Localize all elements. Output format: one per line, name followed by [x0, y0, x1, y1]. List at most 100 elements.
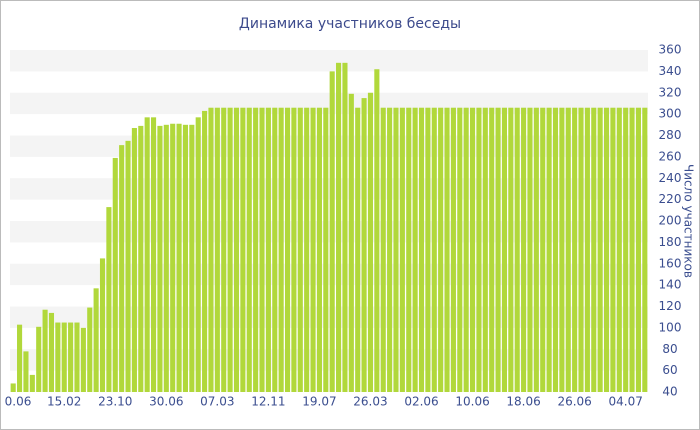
x-tick-label: 15.02 [47, 395, 81, 409]
bar [610, 107, 616, 393]
bar [635, 107, 641, 393]
bar [87, 307, 93, 392]
y-tick-label: 220 [659, 192, 682, 206]
bar [552, 107, 559, 393]
bar [125, 140, 131, 392]
bar [163, 124, 169, 392]
bar [578, 107, 584, 393]
bar [501, 107, 508, 393]
x-tick-label: 12.11 [251, 395, 285, 409]
bar [106, 207, 112, 392]
x-tick-label: 30.06 [149, 395, 183, 409]
bar [540, 107, 546, 393]
bar [629, 107, 635, 393]
bar [380, 107, 386, 393]
bar [36, 326, 42, 392]
bar [412, 107, 418, 393]
bar [603, 107, 610, 393]
bar [387, 107, 393, 393]
bar [323, 107, 329, 393]
grid-band [10, 135, 648, 157]
bar [642, 107, 648, 393]
bar [74, 322, 80, 392]
bar [463, 107, 469, 393]
bar [144, 117, 150, 393]
bar [246, 107, 252, 393]
bar [93, 288, 99, 392]
bar [399, 107, 405, 393]
bar [431, 107, 437, 393]
x-tick-label: 0.06 [5, 395, 32, 409]
bar [176, 123, 182, 393]
bar [425, 107, 431, 393]
x-tick-label: 04.07 [608, 395, 642, 409]
y-tick-label: 260 [659, 149, 682, 163]
y-tick-label: 60 [662, 363, 677, 377]
bar [336, 62, 342, 392]
y-tick-label: 120 [659, 299, 682, 313]
y-tick-label: 300 [659, 107, 682, 121]
bar [482, 107, 488, 393]
bar [572, 107, 578, 393]
y-tick-label: 40 [662, 385, 677, 399]
bar [304, 107, 310, 393]
x-tick-label: 18.06 [506, 395, 540, 409]
bar [278, 107, 284, 393]
bar [42, 309, 48, 392]
bar [418, 107, 425, 393]
x-tick-label: 02.06 [404, 395, 438, 409]
y-axis-label: Число участников [682, 164, 696, 278]
bar [457, 107, 463, 393]
bar [265, 107, 271, 393]
bar [469, 107, 476, 393]
bar [233, 107, 240, 393]
bar [99, 258, 106, 392]
bar [348, 93, 354, 392]
y-tick-label: 80 [662, 342, 677, 356]
bar [23, 351, 29, 392]
bar [329, 71, 335, 392]
bar [182, 124, 189, 392]
bar [297, 107, 303, 393]
y-tick-label: 160 [659, 256, 682, 270]
bar [533, 107, 539, 393]
bar [616, 107, 622, 393]
bar [374, 69, 380, 393]
bar [272, 107, 278, 393]
grid-band [10, 349, 648, 371]
bar [623, 107, 629, 393]
bar [508, 107, 514, 393]
bar [227, 107, 233, 393]
bar [253, 107, 259, 393]
bar [189, 124, 195, 392]
y-tick-label: 200 [659, 214, 682, 228]
bar [367, 92, 374, 392]
bar [80, 327, 86, 392]
grid-band [10, 92, 648, 115]
bar [170, 123, 176, 393]
x-tick-label: 23.10 [98, 395, 132, 409]
bar [240, 107, 246, 393]
bar [221, 107, 227, 393]
bar [150, 117, 157, 393]
bar [393, 107, 399, 393]
bar [521, 107, 527, 393]
bar [55, 322, 61, 392]
y-tick-label: 360 [659, 43, 682, 57]
y-tick-label: 140 [659, 278, 682, 292]
bar [29, 374, 35, 392]
chart-title: Динамика участников беседы [239, 16, 461, 32]
bar [438, 107, 444, 393]
bar [476, 107, 482, 393]
y-tick-label: 100 [659, 320, 682, 334]
bar [489, 107, 495, 393]
bar [214, 107, 220, 393]
bar [119, 145, 125, 392]
y-tick-label: 340 [659, 64, 682, 78]
x-tick-label: 19.07 [302, 395, 336, 409]
bar [138, 125, 144, 392]
bar [131, 128, 137, 393]
bar [565, 107, 571, 393]
bar [195, 117, 201, 393]
